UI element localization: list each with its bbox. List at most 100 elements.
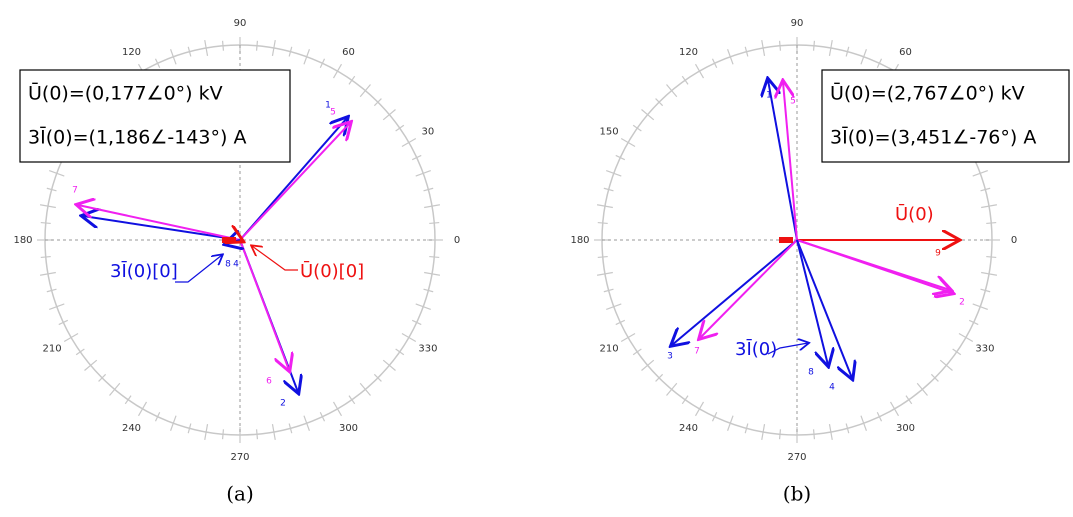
angle-label: 120 <box>122 47 141 58</box>
phasor-arrow <box>768 80 798 241</box>
ring-tick <box>905 395 913 405</box>
ring-tick <box>429 221 440 225</box>
ring-tick <box>49 303 65 310</box>
vector-label: 3 <box>667 352 673 362</box>
ring-tick <box>255 40 259 51</box>
ring-tick <box>952 348 962 356</box>
phasor-arrow <box>240 240 242 241</box>
ring-tick <box>744 423 749 434</box>
angle-label: 120 <box>679 47 698 58</box>
ring-tick <box>930 373 939 382</box>
ring-tick <box>221 429 225 440</box>
vector-label: 8 <box>225 260 231 270</box>
ring-tick <box>39 204 56 209</box>
ring-tick <box>204 424 209 441</box>
vector-label: 8 <box>808 368 814 378</box>
ring-tick <box>606 170 622 177</box>
ring-tick <box>889 401 900 417</box>
ring-tick <box>981 271 998 276</box>
ring-tick <box>986 221 997 225</box>
ring-tick <box>424 204 441 209</box>
ring-tick <box>204 39 209 56</box>
ring-tick <box>39 271 56 276</box>
ring-tick <box>109 382 121 396</box>
ring-tick <box>319 58 326 69</box>
ring-tick <box>221 40 225 51</box>
phasor-arrow <box>783 82 798 241</box>
phasor-arrow <box>78 205 241 241</box>
vector-label: 2 <box>280 399 286 409</box>
ring-tick <box>154 58 161 69</box>
ring-tick <box>58 319 69 326</box>
ring-tick <box>980 187 991 192</box>
ring-tick <box>761 424 766 441</box>
ring-tick <box>395 124 405 132</box>
angle-label: 330 <box>418 344 437 355</box>
ring-tick <box>137 401 148 417</box>
vector-label: 5 <box>330 108 336 118</box>
ring-tick <box>845 423 850 434</box>
ring-tick <box>641 109 655 121</box>
ring-tick <box>694 401 705 417</box>
value-box <box>821 69 1070 163</box>
ring-tick <box>124 395 132 405</box>
angle-label: 60 <box>342 47 355 58</box>
ring-tick <box>641 359 655 371</box>
phasor-arrow <box>239 123 350 241</box>
ring-tick <box>860 49 867 65</box>
phasor-arrow <box>796 239 828 365</box>
ring-tick <box>876 58 883 69</box>
vector-label: 2 <box>959 298 965 308</box>
ring-tick <box>632 124 642 132</box>
vector-label: 7 <box>694 347 700 357</box>
ring-tick <box>655 98 664 107</box>
annotation-arrow <box>175 255 222 283</box>
ring-tick <box>271 424 276 441</box>
ring-tick <box>319 411 326 422</box>
angle-label: 90 <box>234 18 247 29</box>
ring-tick <box>49 170 65 177</box>
ring-tick <box>411 319 422 326</box>
ring-tick <box>744 46 749 57</box>
phasor-plot: 0306090120150180210240270300330Ū(0)=(0,1… <box>13 18 460 506</box>
ring-tick <box>46 187 57 192</box>
angle-label: 0 <box>1011 235 1017 246</box>
phasor-arrow <box>239 239 289 370</box>
ring-tick <box>812 429 816 440</box>
phasor-arrow <box>83 216 241 241</box>
box-line: Ū(0)=(2,767∠0°) kV <box>830 81 1025 105</box>
ring-tick <box>303 49 310 65</box>
ring-tick <box>981 204 998 209</box>
ring-tick <box>423 187 434 192</box>
angle-label: 270 <box>787 452 806 463</box>
ring-tick <box>711 58 718 69</box>
vector-label: 6 <box>266 377 272 387</box>
angle-label: 180 <box>570 235 589 246</box>
ring-tick <box>46 288 57 293</box>
ring-tick <box>681 75 689 85</box>
ring-tick <box>424 271 441 276</box>
angle-label: 270 <box>230 452 249 463</box>
vector-label: 1 <box>325 101 331 111</box>
ring-tick <box>711 411 718 422</box>
ring-tick <box>187 46 192 57</box>
ring-tick <box>681 395 689 405</box>
ring-tick <box>972 303 988 310</box>
vector-label: 7 <box>72 186 78 196</box>
ring-tick <box>596 271 613 276</box>
vector-label: 9 <box>935 249 941 259</box>
angle-label: 180 <box>13 235 32 246</box>
ring-tick <box>359 382 371 396</box>
caption: (b) <box>783 482 811 506</box>
ring-tick <box>40 221 51 225</box>
ring-tick <box>986 255 997 259</box>
ring-tick <box>373 373 382 382</box>
phasor-arrow <box>672 239 798 345</box>
ring-tick <box>666 382 678 396</box>
phasor-arrow <box>796 239 950 290</box>
box-line: 3Ī(0)=(1,186∠-143°) A <box>28 125 246 149</box>
ring-tick <box>778 429 782 440</box>
ring-tick <box>423 288 434 293</box>
ring-tick <box>429 255 440 259</box>
ring-tick <box>845 46 850 57</box>
